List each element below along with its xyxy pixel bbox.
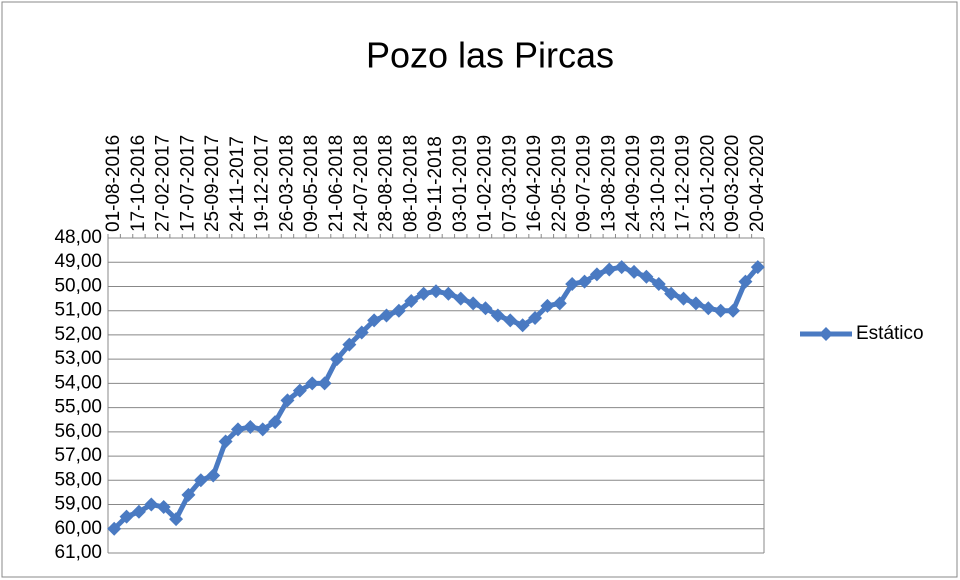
x-tick-label: 09-11-2018 [425,136,446,232]
data-point [676,291,691,306]
data-point [552,296,567,311]
data-point [515,318,530,333]
data-point [367,313,382,328]
data-point [651,277,666,292]
x-tick-label: 17-07-2017 [177,135,198,232]
x-tick-label: 22-05-2019 [549,135,570,232]
x-tick-label: 23-10-2019 [648,135,669,232]
data-point [292,383,307,398]
legend-marker [819,327,833,341]
data-point [453,291,468,306]
data-point [441,286,456,301]
x-tick-label: 19-12-2017 [252,135,273,232]
data-point [726,303,741,318]
x-tick-label: 16-04-2019 [524,135,545,232]
x-tick-label: 09-03-2020 [722,135,743,232]
x-tick-label: 28-08-2018 [376,135,397,232]
data-point [466,296,481,311]
data-point [268,415,283,430]
data-point [317,376,332,391]
y-tick-label: 56,00 [54,421,102,442]
y-tick-label: 57,00 [54,445,102,466]
x-tick-label: 17-10-2016 [128,135,149,232]
y-tick-label: 61,00 [54,542,102,563]
x-tick-label: 24-09-2019 [623,135,644,232]
x-tick-label: 07-03-2019 [499,135,520,232]
y-tick-label: 54,00 [54,372,102,393]
data-point [416,286,431,301]
data-point [305,376,320,391]
x-tick-label: 21-06-2018 [326,135,347,232]
data-point [342,337,357,352]
data-point [565,277,580,292]
data-point [577,274,592,289]
chart-title: Pozo las Pircas [366,35,614,76]
data-point [639,269,654,284]
data-point [478,301,493,316]
data-point [169,512,184,527]
data-point [701,301,716,316]
x-tick-label: 20-04-2020 [747,135,768,232]
y-tick-label: 48,00 [54,227,102,248]
data-point [627,264,642,279]
y-tick-label: 59,00 [54,494,102,515]
data-point [540,298,555,313]
y-tick-label: 60,00 [54,518,102,539]
x-tick-label: 27-02-2017 [153,135,174,232]
data-point [528,310,543,325]
data-point [602,262,617,277]
data-point [243,420,258,434]
y-tick-label: 49,00 [54,251,102,272]
x-tick-label: 13-08-2019 [598,135,619,232]
x-tick-label: 08-10-2018 [400,135,421,232]
y-tick-label: 50,00 [54,275,102,296]
y-tick-label: 55,00 [54,397,102,418]
data-point [688,296,703,311]
x-tick-label: 17-12-2019 [673,135,694,232]
x-tick-label: 25-09-2017 [202,135,223,232]
y-tick-label: 52,00 [54,324,102,345]
data-point [280,393,295,408]
data-point [329,352,344,367]
data-point [181,487,196,502]
x-tick-label: 24-07-2018 [351,135,372,232]
data-point [589,267,604,282]
x-tick-label: 26-03-2018 [276,135,297,232]
x-tick-label: 09-07-2019 [574,135,595,232]
data-point [230,422,245,437]
data-point [429,284,443,299]
y-tick-label: 53,00 [54,348,102,369]
data-point [379,308,394,323]
y-tick-label: 58,00 [54,469,102,490]
data-point [664,286,679,301]
data-point [354,325,369,340]
data-point [503,313,518,328]
data-point [391,303,406,318]
data-point [713,303,728,318]
data-point [193,473,208,488]
x-tick-label: 01-02-2019 [475,135,496,232]
y-tick-label: 51,00 [54,300,102,321]
data-point [614,260,629,275]
data-point [206,468,221,483]
legend-label: Estático [856,323,924,344]
data-point [119,509,134,524]
x-tick-label: 03-01-2019 [450,135,471,232]
x-tick-label: 09-05-2018 [301,135,322,232]
x-tick-label: 24-11-2017 [227,136,248,232]
data-point [490,308,505,323]
data-point [404,294,419,308]
data-point [750,260,765,275]
x-tick-label: 23-01-2020 [697,135,718,232]
data-point [738,274,753,289]
data-point [131,504,146,519]
x-tick-label: 01-08-2016 [103,135,124,232]
data-point [107,521,122,536]
data-point [255,422,270,437]
data-point [144,497,159,512]
data-point [218,434,233,449]
data-point [156,499,171,514]
